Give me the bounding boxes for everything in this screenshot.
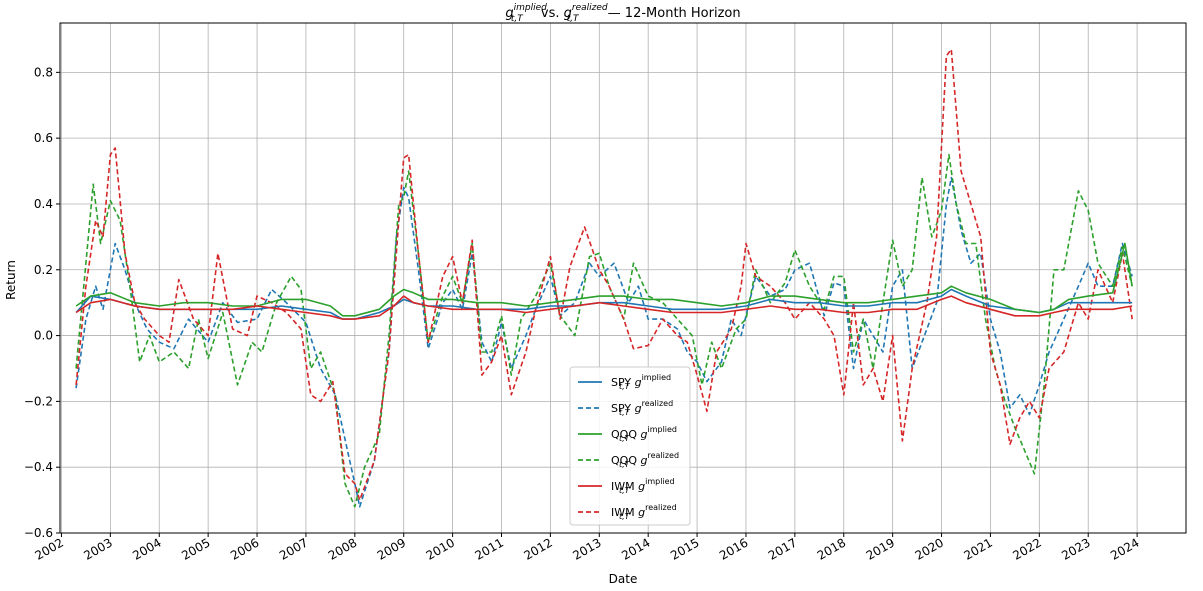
series-line-qqq-realized <box>75 153 1133 508</box>
x-axis: 2002 2003 2004 2005 2006 2007 2008 2009 2010 2011… <box>33 533 1142 563</box>
legend-label: IWM gimplied t,T <box>611 477 675 495</box>
x-tick-label: 2013 <box>570 535 603 562</box>
x-tick-label: 2012 <box>521 535 554 562</box>
x-tick-label: 2010 <box>424 535 457 562</box>
legend: SPY gimplied t,T SPY grealized t,T QQQ gimpl… <box>569 366 691 526</box>
x-tick-label: 2014 <box>619 535 652 562</box>
chart-title: gimplied t,T vs. grealized t,T — 12-Month … <box>505 3 740 24</box>
x-tick-label: 2023 <box>1059 535 1092 562</box>
y-axis: −0.6 −0.4 −0.2 0.0 0.2 0.4 0.6 0.8 <box>24 65 60 540</box>
x-tick-label: 2020 <box>913 535 946 562</box>
x-tick-label: 2009 <box>375 535 408 562</box>
plot-area-frame <box>59 22 1187 534</box>
x-tick-label: 2022 <box>1010 535 1043 562</box>
legend-label: IWM grealized t,T <box>611 503 677 521</box>
x-tick-label: 2006 <box>228 535 261 562</box>
x-tick-label: 2015 <box>668 535 701 562</box>
x-tick-label: 2021 <box>961 535 994 562</box>
legend-label: QQQ gimplied t,T <box>611 425 677 443</box>
legend-label: SPY gimplied t,T <box>611 373 671 391</box>
y-tick-label: −0.6 <box>24 526 53 540</box>
y-axis-label: Return <box>4 260 18 300</box>
y-tick-label: 0.0 <box>34 329 53 343</box>
x-tick-label: 2003 <box>81 535 114 562</box>
series-line-iwm-realized <box>75 48 1133 501</box>
legend-label: SPY grealized t,T <box>611 399 673 417</box>
x-tick-label: 2008 <box>326 535 359 562</box>
series-line-iwm-implied <box>75 295 1133 320</box>
x-tick-label: 2019 <box>864 535 897 562</box>
y-tick-label: 0.4 <box>34 197 53 211</box>
x-tick-label: 2005 <box>179 535 212 562</box>
y-tick-label: 0.2 <box>34 263 53 277</box>
series-line-spy-realized <box>75 176 1133 508</box>
y-tick-label: 0.8 <box>34 65 53 79</box>
y-tick-label: −0.2 <box>24 394 53 408</box>
x-tick-label: 2016 <box>717 535 750 562</box>
x-tick-label: 2018 <box>815 535 848 562</box>
x-tick-label: 2007 <box>277 535 310 562</box>
series-line-qqq-implied <box>75 242 1133 317</box>
legend-label: QQQ grealized t,T <box>611 451 679 469</box>
x-tick-label: 2024 <box>1108 535 1141 562</box>
x-tick-label: 2017 <box>766 535 799 562</box>
series-lines <box>75 48 1133 508</box>
y-tick-label: 0.6 <box>34 131 53 145</box>
y-tick-label: −0.4 <box>24 460 53 474</box>
x-axis-label: Date <box>609 572 638 586</box>
legend-box <box>569 366 691 526</box>
x-tick-label: 2011 <box>473 535 506 562</box>
x-tick-label: 2004 <box>130 535 163 562</box>
